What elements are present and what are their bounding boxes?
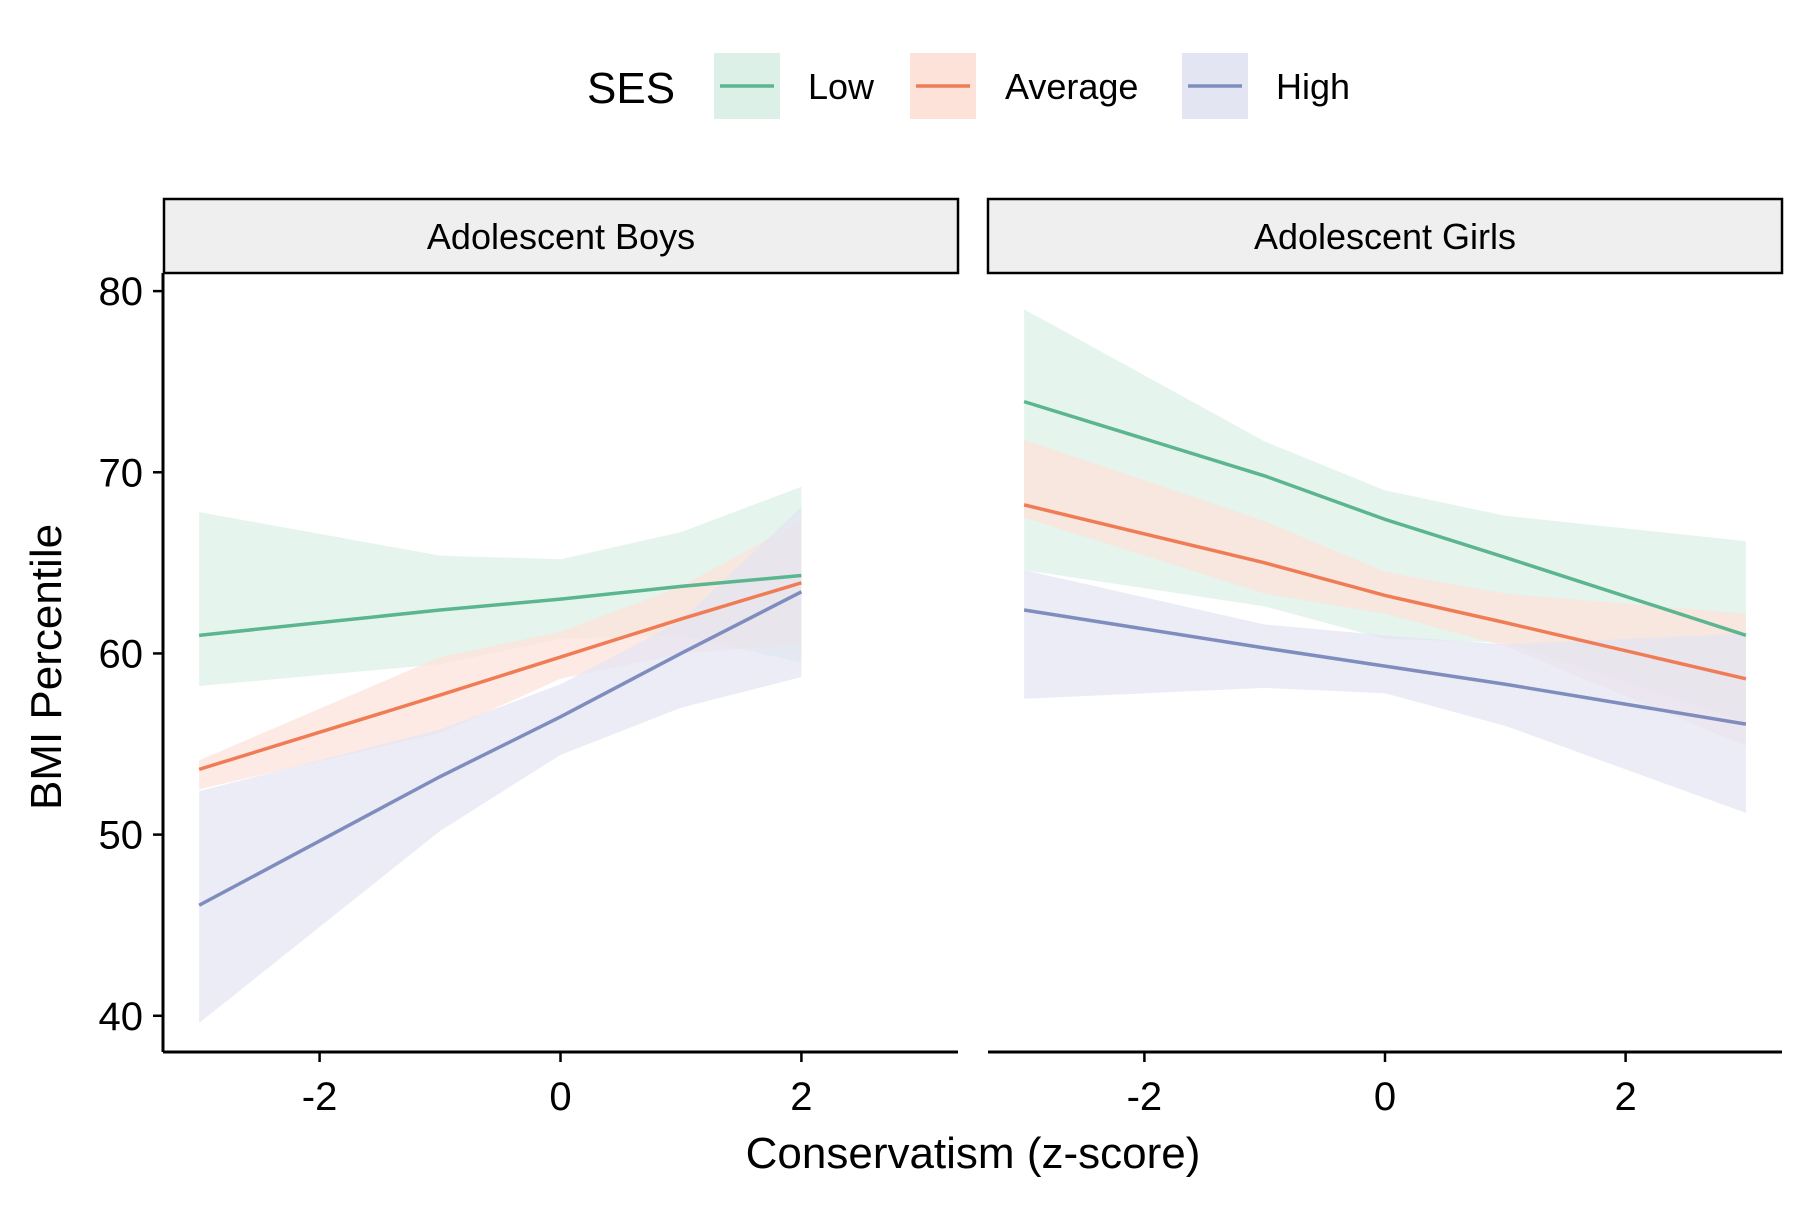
y-axis-title: BMI Percentile [22, 524, 71, 810]
x-tick-label-boys--2: -2 [302, 1075, 338, 1119]
y-tick-label-80: 80 [99, 270, 144, 314]
series-line-girls-low [1023, 399, 1747, 637]
strip-boys-title: Adolescent Boys [427, 216, 695, 257]
y-tick-label-50: 50 [99, 814, 144, 858]
series-line-boys-low [198, 573, 802, 638]
series-line-girls-average [1023, 503, 1747, 681]
ci-band-boys-high [199, 506, 802, 1024]
strip-girls: Adolescent Girls [986, 197, 1784, 275]
x-axis-title: Conservatism (z-score) [746, 1129, 1201, 1178]
x-tick-label-boys-2: 2 [790, 1075, 812, 1119]
legend-title: SES [587, 64, 675, 113]
panel-boys [198, 486, 803, 1024]
x-tick-label-girls-2: 2 [1614, 1075, 1636, 1119]
strip-boys: Adolescent Boys [162, 197, 960, 275]
legend-label-high: High [1276, 66, 1350, 107]
ci-band-boys-low [199, 486, 802, 687]
legend-label-average: Average [1005, 66, 1138, 107]
legend-entry-average: Average [910, 53, 1138, 119]
legend-label-low: Low [808, 66, 875, 107]
x-tick-label-girls--2: -2 [1127, 1075, 1163, 1119]
x-tick-label-girls-0: 0 [1374, 1075, 1396, 1119]
legend: SES Low Average High [587, 53, 1350, 119]
y-axis-ticks: 40 50 60 70 80 [99, 270, 163, 1039]
x-axis-ticks: -2 0 2 -2 0 2 [302, 1052, 1637, 1119]
panel-girls [1023, 309, 1747, 813]
strip-girls-title: Adolescent Girls [1254, 216, 1516, 257]
series-line-boys-high [198, 590, 803, 907]
series-line-girls-high [1023, 608, 1747, 726]
y-tick-label-40: 40 [99, 995, 144, 1039]
strip-boys-box [162, 197, 960, 275]
series-line-boys-average [198, 581, 802, 772]
legend-entry-high: High [1182, 53, 1350, 119]
y-tick-label-70: 70 [99, 451, 144, 495]
strip-girls-box [986, 197, 1784, 275]
ci-band-girls-high [1024, 570, 1746, 813]
x-tick-label-boys-0: 0 [549, 1075, 571, 1119]
y-tick-label-60: 60 [99, 632, 144, 676]
legend-entry-low: Low [714, 53, 875, 119]
